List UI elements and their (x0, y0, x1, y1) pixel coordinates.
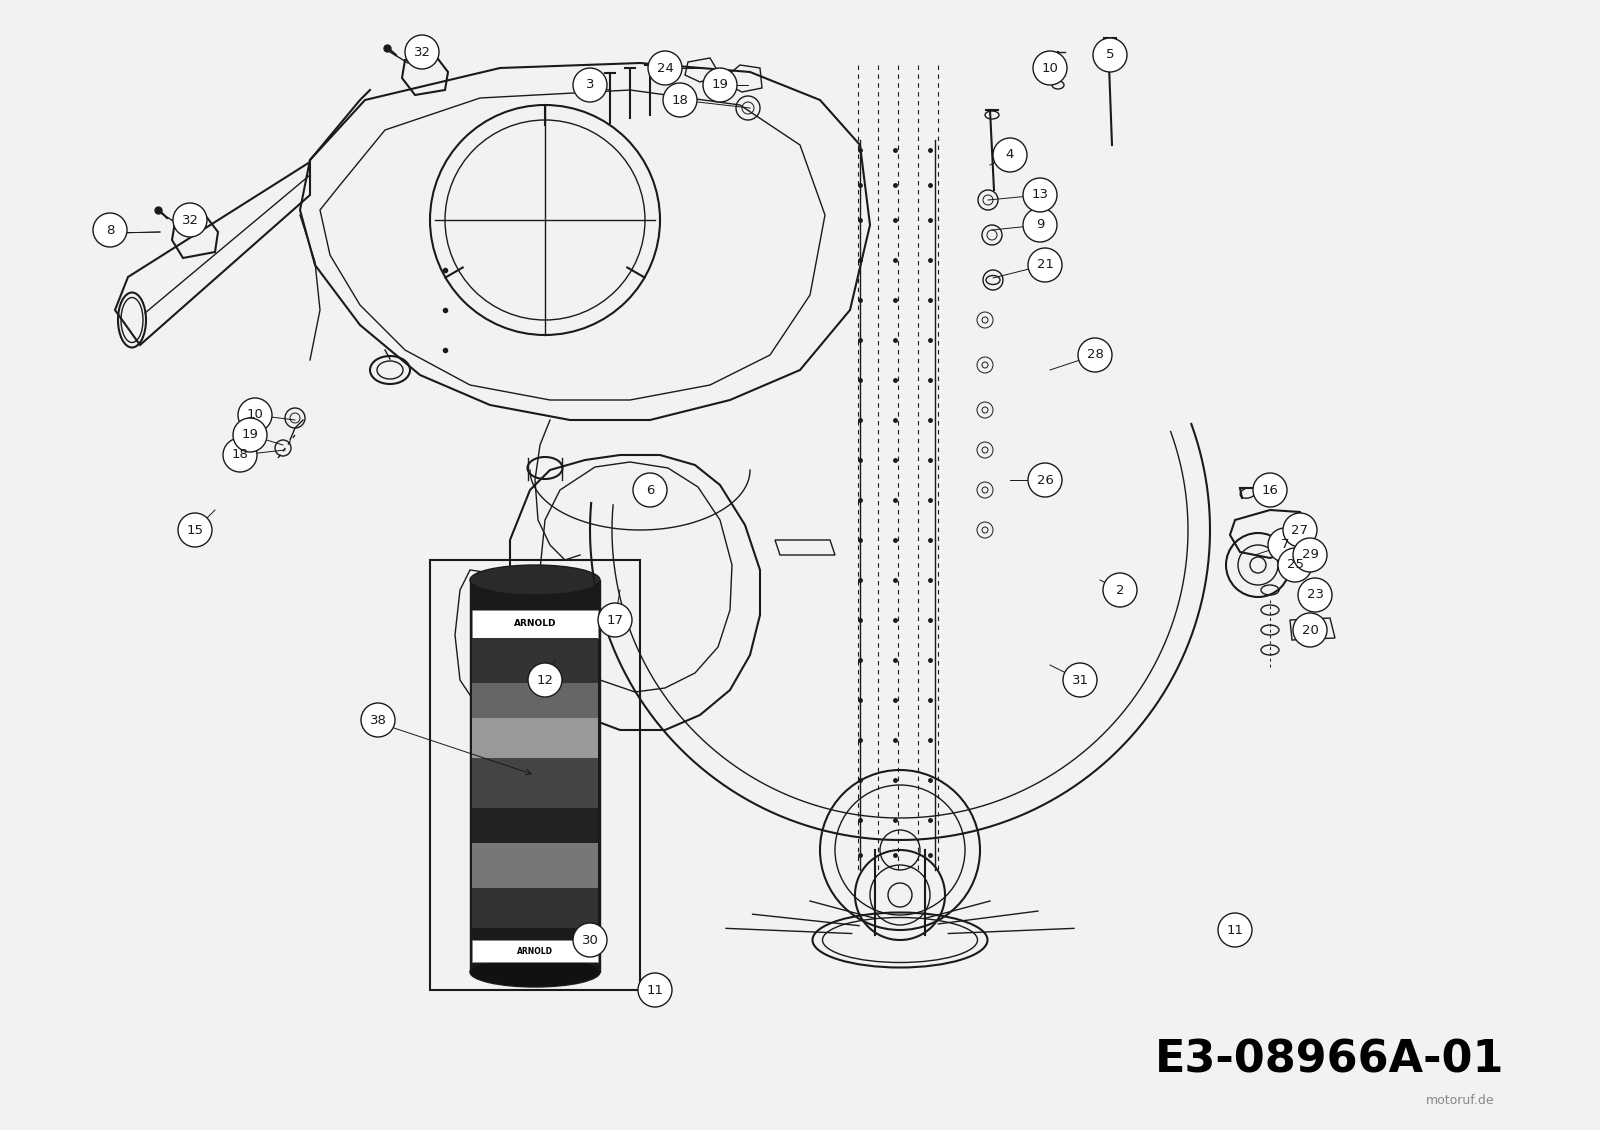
Circle shape (573, 68, 606, 102)
Text: motoruf.de: motoruf.de (1426, 1094, 1494, 1106)
Text: 28: 28 (1086, 348, 1104, 362)
Circle shape (1293, 538, 1326, 572)
Text: 24: 24 (656, 61, 674, 75)
Circle shape (528, 663, 562, 697)
Text: 3: 3 (586, 78, 594, 92)
Circle shape (362, 703, 395, 737)
Bar (472, 888, 598, 928)
Circle shape (1293, 612, 1326, 647)
Circle shape (1093, 38, 1126, 72)
Circle shape (1102, 573, 1138, 607)
Text: 16: 16 (1261, 484, 1278, 496)
Text: 19: 19 (242, 428, 259, 442)
Circle shape (405, 35, 438, 69)
Text: 18: 18 (232, 449, 248, 461)
Circle shape (1034, 51, 1067, 85)
Circle shape (1298, 579, 1331, 612)
Circle shape (994, 138, 1027, 172)
Circle shape (1218, 913, 1251, 947)
Text: 27: 27 (1291, 523, 1309, 537)
Text: 19: 19 (712, 78, 728, 92)
Circle shape (638, 973, 672, 1007)
Ellipse shape (470, 957, 600, 986)
Text: 2: 2 (1115, 583, 1125, 597)
Text: 10: 10 (246, 409, 264, 421)
Bar (470, 580, 600, 972)
Text: 25: 25 (1286, 558, 1304, 572)
Circle shape (648, 51, 682, 85)
Bar (472, 843, 598, 888)
Text: 5: 5 (1106, 49, 1114, 61)
Bar (472, 610, 598, 638)
Circle shape (702, 68, 738, 102)
Text: ARNOLD: ARNOLD (514, 619, 557, 628)
Circle shape (634, 473, 667, 507)
Circle shape (1027, 247, 1062, 282)
Text: 21: 21 (1037, 259, 1053, 271)
Circle shape (573, 923, 606, 957)
Text: 4: 4 (1006, 148, 1014, 162)
Text: 32: 32 (181, 214, 198, 226)
Bar (430, 560, 640, 990)
Circle shape (1022, 179, 1058, 212)
Circle shape (1062, 663, 1098, 697)
Text: 9: 9 (1035, 218, 1045, 232)
Bar (472, 718, 598, 758)
Text: 38: 38 (370, 713, 387, 727)
Ellipse shape (470, 565, 600, 596)
Circle shape (598, 603, 632, 637)
Text: 8: 8 (106, 224, 114, 236)
Circle shape (1253, 473, 1286, 507)
Text: 26: 26 (1037, 473, 1053, 487)
Circle shape (222, 438, 258, 472)
Text: 32: 32 (413, 45, 430, 59)
Circle shape (1027, 463, 1062, 497)
Text: 15: 15 (187, 523, 203, 537)
Text: 7: 7 (1280, 539, 1290, 551)
Text: 13: 13 (1032, 189, 1048, 201)
Text: 30: 30 (581, 933, 598, 947)
Bar (472, 940, 598, 962)
Circle shape (93, 212, 126, 247)
Text: 6: 6 (646, 484, 654, 496)
Circle shape (173, 203, 206, 237)
Circle shape (178, 513, 211, 547)
Bar (472, 808, 598, 843)
Circle shape (1022, 208, 1058, 242)
Text: 11: 11 (1227, 923, 1243, 937)
Bar (472, 683, 598, 718)
Circle shape (1078, 338, 1112, 372)
Text: 20: 20 (1301, 624, 1318, 636)
Text: 18: 18 (672, 94, 688, 106)
Text: 31: 31 (1072, 673, 1088, 687)
Circle shape (1267, 528, 1302, 562)
Text: E3-08966A-01: E3-08966A-01 (1155, 1038, 1504, 1081)
Text: 29: 29 (1301, 548, 1318, 562)
Text: 11: 11 (646, 983, 664, 997)
Bar (472, 638, 598, 683)
Circle shape (1278, 548, 1312, 582)
Text: ARNOLD: ARNOLD (517, 947, 554, 956)
Circle shape (234, 418, 267, 452)
Text: 17: 17 (606, 614, 624, 626)
Circle shape (1283, 513, 1317, 547)
Circle shape (662, 82, 698, 118)
Text: 12: 12 (536, 673, 554, 687)
Bar (472, 758, 598, 808)
Text: 10: 10 (1042, 61, 1059, 75)
Circle shape (238, 398, 272, 432)
Text: 23: 23 (1307, 589, 1323, 601)
